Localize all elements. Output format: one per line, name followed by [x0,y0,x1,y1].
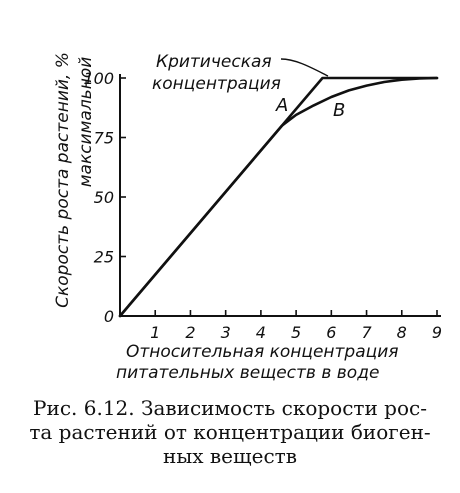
labels: Скорость роста растений, % максимальной … [53,52,399,383]
x-tick-label: 8 [397,323,407,342]
ticks: 1 2 3 4 5 6 7 8 9 0 25 50 75 100 [83,69,442,342]
x-tick-label: 5 [291,323,301,342]
y-tick-label: 50 [94,188,114,207]
annotation-leader-line [280,58,329,77]
x-axis-label-line1: Относительная концентрация [126,342,399,362]
series [118,76,439,318]
x-tick-label: 2 [185,323,195,342]
y-tick-label: 75 [94,129,114,148]
series-label-a: A [275,95,288,116]
annotation-critical-line1: Критическая [156,52,272,72]
y-tick-label: 25 [94,248,114,267]
x-tick-label: 6 [326,323,336,342]
x-tick-label: 7 [361,323,372,342]
caption-line-3: ных веществ [163,444,297,468]
y-axis-label-line1: Скорость роста растений, % [53,52,73,308]
y-tick-label: 0 [104,307,114,326]
figure-caption: Рис. 6.12. Зависимость скорости рос- та … [0,396,460,468]
x-axis-label-line2: питательных веществ в воде [116,363,379,383]
annotation-critical-line2: концентрация [152,74,281,94]
x-tick-label: 4 [256,323,266,342]
y-tick-label: 100 [83,69,114,88]
caption-line-2: та растений от концентрации биоген- [29,420,431,444]
x-tick-label: 3 [221,323,231,342]
series-label-b: B [333,100,345,121]
caption-line-1: Рис. 6.12. Зависимость скорости рос- [33,396,427,420]
axes [119,74,441,317]
y-axis-label-line2: максимальной [76,57,96,188]
series-line-b [118,76,439,318]
x-tick-label: 1 [150,323,160,342]
x-tick-label: 9 [432,323,442,342]
